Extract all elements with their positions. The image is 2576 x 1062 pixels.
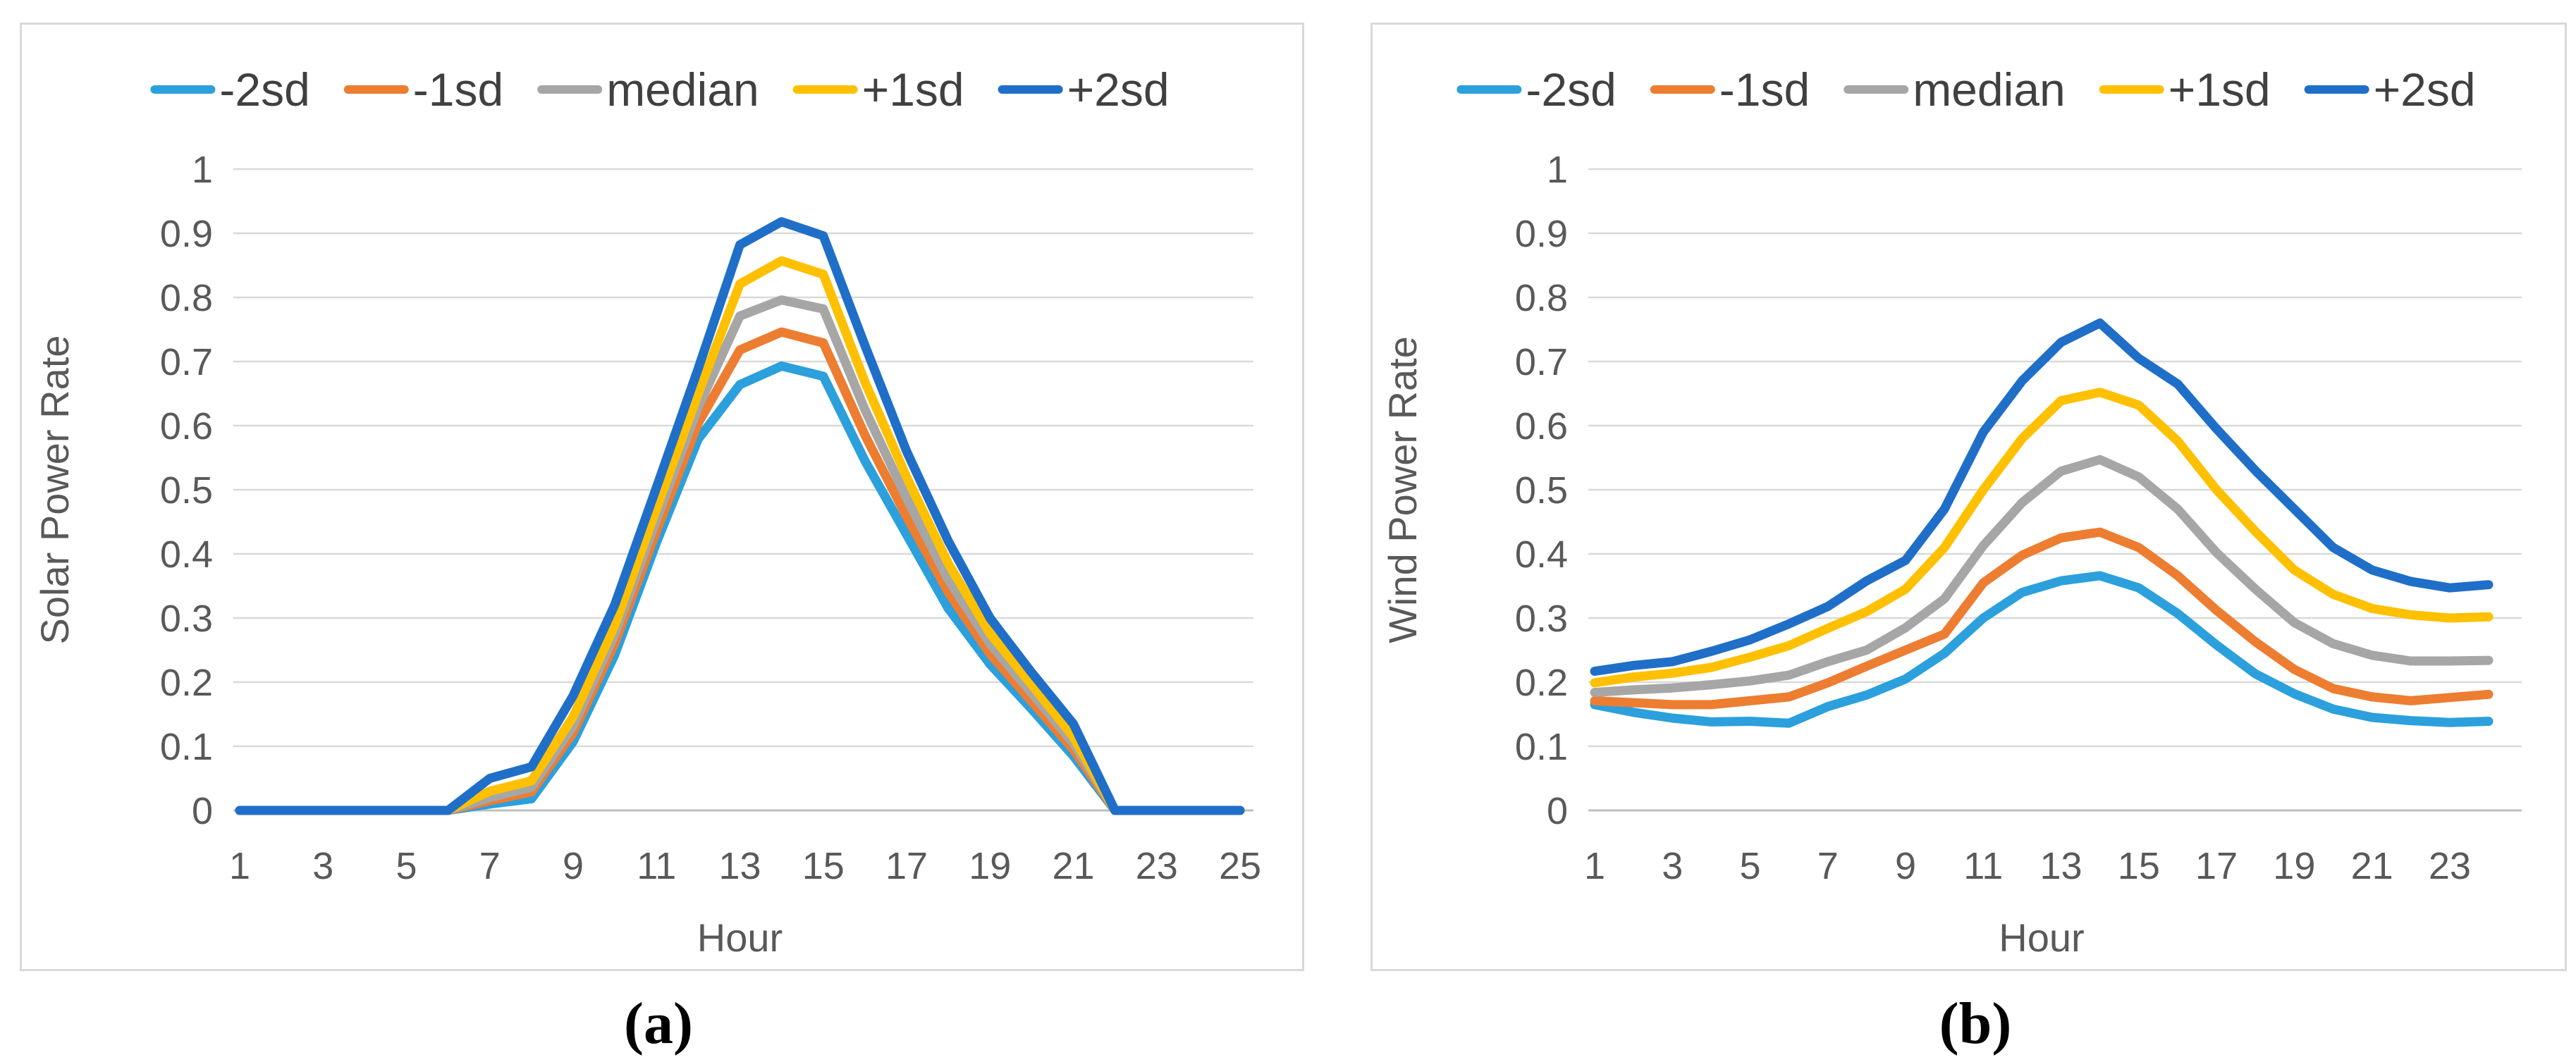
y-tick-label: 0.8 <box>1515 277 1568 319</box>
legend-label: +2sd <box>2374 63 2476 116</box>
legend-item-plus-1sd: +1sd <box>792 63 964 116</box>
series-line-minus-1sd <box>1590 527 2494 710</box>
y-tick-label: 1 <box>1547 149 1568 191</box>
y-tick-label: 0.3 <box>160 598 213 640</box>
legend: -2sd -1sd median +1sd +2sd <box>150 63 1170 116</box>
gridlines <box>233 168 1253 748</box>
legend-item-minus-1sd: -1sd <box>343 63 503 116</box>
series-line-plus-1sd <box>1590 388 2494 688</box>
legend-item-median: median <box>537 63 759 116</box>
x-axis-tick-labels: 1 3 5 7 9 11 13 15 17 19 21 23 <box>1584 845 2471 887</box>
x-tick-label: 13 <box>718 845 761 887</box>
legend-label: -2sd <box>219 63 309 116</box>
series-line-median <box>1590 455 2494 698</box>
legend-item-plus-1sd: +1sd <box>2099 63 2271 116</box>
legend-label: -1sd <box>413 63 503 116</box>
x-tick-label: 9 <box>1895 845 1916 887</box>
y-tick-label: 0.9 <box>1515 213 1568 255</box>
y-tick-label: 0.5 <box>1515 469 1568 512</box>
y-tick-label: 0.7 <box>1515 341 1568 383</box>
legend-label: -1sd <box>1719 63 1810 116</box>
legend-label: +1sd <box>862 63 964 116</box>
legend-label: -2sd <box>1526 63 1616 116</box>
series-lines <box>235 217 1245 815</box>
y-axis-title: Wind Power Rate <box>1380 336 1425 643</box>
x-tick-label: 21 <box>2351 845 2393 887</box>
x-axis-tick-labels: 1 3 5 7 9 11 13 15 17 19 21 23 25 <box>229 845 1261 887</box>
series-line-plus-2sd <box>235 217 1245 815</box>
y-tick-label: 0.6 <box>160 405 213 447</box>
x-tick-label: 1 <box>229 845 250 887</box>
y-axis-title: Solar Power Rate <box>32 335 77 645</box>
x-tick-label: 9 <box>563 845 584 887</box>
x-tick-label: 3 <box>1662 845 1683 887</box>
x-tick-label: 19 <box>2273 845 2315 887</box>
y-tick-label: 0.4 <box>1515 533 1568 576</box>
y-tick-label: 0.8 <box>160 277 213 319</box>
series-line-plus-2sd <box>1590 318 2494 676</box>
x-tick-label: 15 <box>802 845 845 887</box>
x-tick-label: 23 <box>1136 845 1178 887</box>
y-tick-label: 0.3 <box>1515 598 1568 640</box>
x-tick-label: 15 <box>2118 845 2160 887</box>
legend-item-minus-1sd: -1sd <box>1650 63 1810 116</box>
y-tick-label: 0.2 <box>160 662 213 704</box>
y-tick-label: 0.4 <box>160 533 213 576</box>
y-tick-label: 0.7 <box>160 341 213 383</box>
x-tick-label: 21 <box>1052 845 1094 887</box>
x-tick-label: 7 <box>1817 845 1839 887</box>
legend-item-median: median <box>1844 63 2066 116</box>
y-tick-label: 0.2 <box>1515 662 1568 704</box>
x-tick-label: 23 <box>2429 845 2471 887</box>
x-tick-label: 11 <box>1963 845 2003 887</box>
legend-item-plus-2sd: +2sd <box>998 63 1170 116</box>
legend-label: +1sd <box>2169 63 2271 116</box>
x-tick-label: 19 <box>969 845 1011 887</box>
series-line-minus-1sd <box>235 327 1245 815</box>
x-tick-label: 13 <box>2040 845 2083 887</box>
gridlines <box>1588 168 2522 748</box>
y-tick-label: 0.5 <box>160 469 213 512</box>
y-tick-label: 0 <box>1547 790 1568 832</box>
wind-chart-panel: 0 0.1 0.2 0.3 0.4 0.5 0.6 0.7 0.8 0.9 1 1 3 5 7 9 11 13 15… <box>1370 23 2567 971</box>
solar-chart-panel: 0 0.1 0.2 0.3 0.4 0.5 0.6 0.7 0.8 0.9 1 1 3 5 7 9 11 13 15… <box>20 23 1304 971</box>
caption-b: (b) <box>1939 991 2012 1056</box>
x-tick-label: 11 <box>637 845 676 887</box>
x-tick-label: 25 <box>1219 845 1261 887</box>
y-tick-label: 0.6 <box>1515 405 1568 447</box>
legend-label: median <box>606 63 759 116</box>
y-tick-label: 0.9 <box>160 213 213 255</box>
solar-chart: 00.10.20.30.40.50.60.70.80.911 3 5 7 9 11 13 15… <box>32 63 1261 960</box>
legend-label: median <box>1913 63 2065 116</box>
x-axis-title: Hour <box>697 915 783 960</box>
legend: -2sd -1sd median +1sd +2sd <box>1456 63 2476 116</box>
legend-item-minus-2sd: -2sd <box>150 63 310 116</box>
x-tick-label: 5 <box>1739 845 1760 887</box>
y-tick-label: 0 <box>192 790 213 832</box>
y-tick-label: 1 <box>192 149 213 191</box>
x-tick-label: 7 <box>479 845 501 887</box>
y-tick-label: 0.1 <box>160 726 213 768</box>
x-tick-label: 17 <box>2195 845 2238 887</box>
x-axis-title: Hour <box>1999 915 2084 960</box>
x-tick-label: 3 <box>312 845 333 887</box>
wind-chart: 00.10.20.30.40.50.60.70.80.911 3 5 7 9 11 13 15… <box>1380 63 2522 960</box>
y-axis-tick-labels: 0 0.1 0.2 0.3 0.4 0.5 0.6 0.7 0.8 0.9 1 <box>160 149 213 832</box>
y-axis-tick-labels: 0 0.1 0.2 0.3 0.4 0.5 0.6 0.7 0.8 0.9 1 <box>1515 149 1568 832</box>
x-tick-label: 5 <box>395 845 417 887</box>
legend-item-plus-2sd: +2sd <box>2304 63 2476 116</box>
legend-item-minus-2sd: -2sd <box>1456 63 1617 116</box>
x-tick-label: 17 <box>885 845 928 887</box>
y-tick-label: 0.1 <box>1515 726 1568 768</box>
x-tick-label: 1 <box>1584 845 1605 887</box>
legend-label: +2sd <box>1067 63 1170 116</box>
caption-a: (a) <box>624 991 693 1056</box>
series-line-minus-2sd <box>235 361 1245 815</box>
series-line-plus-1sd <box>235 256 1245 815</box>
series-line-median <box>235 295 1245 815</box>
series-line-minus-2sd <box>1590 571 2494 728</box>
series-lines <box>1590 318 2494 728</box>
